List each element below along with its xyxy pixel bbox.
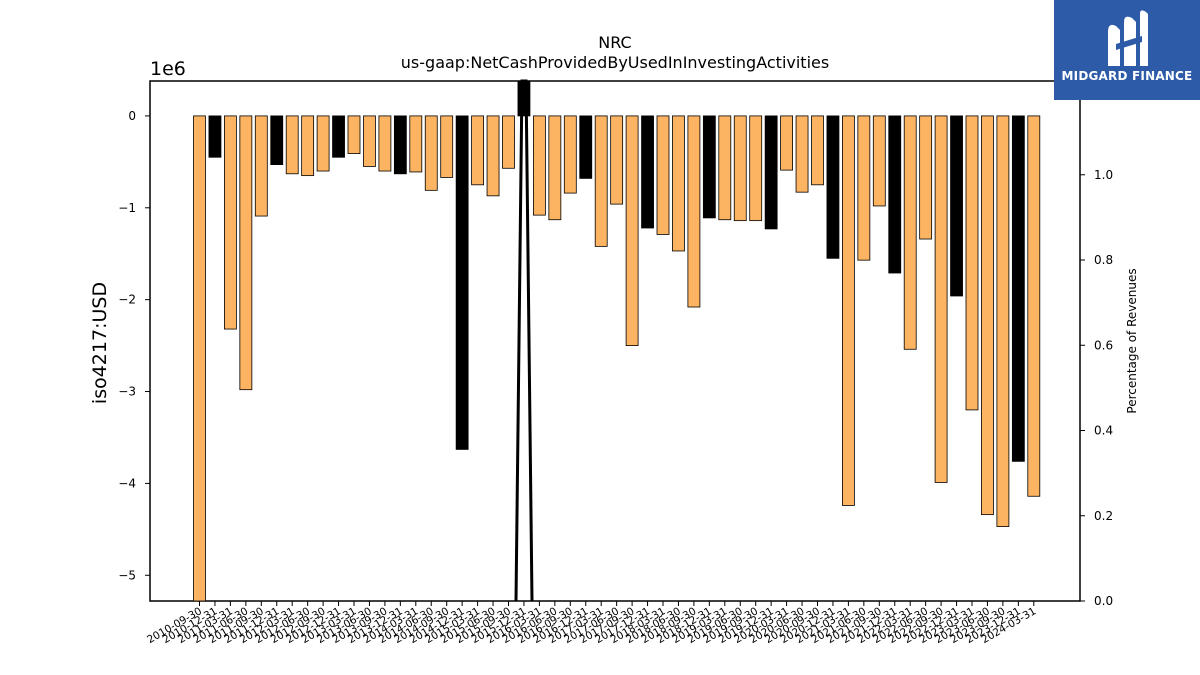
bar-2019-12-31 [764,115,778,230]
bar-2018-09-30 [687,115,701,308]
bar-2013-12-31 [393,115,407,175]
bar-2021-12-31 [888,115,902,274]
bar-2015-12-31 [517,80,531,117]
bar-2018-12-31 [702,115,716,219]
y2-tick-label: 0.4 [1094,424,1113,438]
bar-2023-06-30 [981,115,994,516]
bar-2023-03-31 [965,115,979,411]
y2-tick-label: 0.6 [1094,338,1113,352]
bar-2011-12-31 [270,115,284,166]
spike-line [514,79,534,602]
y2-axis-label: Percentage of Revenues [1125,268,1139,413]
bar-2022-12-31 [950,115,963,297]
y2-tick-label: 0.8 [1094,253,1113,267]
bar-2015-09-30 [502,115,515,169]
bar-2017-12-31 [641,115,654,229]
y2-tick-label: 1.0 [1094,168,1113,182]
bar-2022-03-31 [903,115,917,350]
y-tick-label: 0 [128,109,136,123]
y-tick-label: −2 [118,293,136,307]
y-tick-label: −5 [118,568,136,582]
bar-2016-03-31 [533,115,546,216]
y2-tick-label: 0.0 [1094,594,1113,608]
chart-title: NRC [598,33,631,52]
spike-line-2015-12-31 [514,79,534,602]
bar-2020-12-31 [826,115,840,259]
bar-2017-06-30 [610,115,624,205]
bar-2015-03-31 [471,115,485,186]
bar-2017-03-31 [594,115,608,247]
bar-2011-06-30 [239,115,253,391]
bar-2018-06-30 [672,115,685,252]
bar-2010-09-30 [193,115,206,602]
bars [193,80,1041,602]
bar-2023-09-30 [996,115,1010,527]
bar-2011-09-30 [254,115,268,217]
bar-2014-12-31 [455,115,469,450]
y-tick-label: −3 [118,385,136,399]
bar-2020-06-30 [795,115,809,193]
bar-2012-06-30 [301,115,315,177]
bar-2011-03-31 [223,115,237,330]
bar-2016-12-31 [579,115,593,179]
y-multiplier: 1e6 [150,58,186,80]
brand-name: MIDGARD FINANCE [1061,69,1193,83]
bar-2018-03-31 [656,115,670,235]
midgard-logo-icon [1108,10,1148,67]
y-tick-label: −1 [118,201,136,215]
bar-2013-03-31 [347,115,361,154]
bar-2013-09-30 [378,115,392,172]
bar-2016-09-30 [563,115,577,194]
bar-2019-03-31 [718,115,732,221]
ticks: 0−1−2−3−4−50.00.20.40.60.81.01.22010-09-… [118,83,1113,647]
axes [149,80,1081,602]
bar-2019-09-30 [749,115,763,222]
bar-2021-06-30 [857,115,871,261]
bar-2014-03-31 [409,115,423,173]
y2-tick-label: 0.2 [1094,509,1113,523]
bar-2020-03-31 [780,115,793,171]
bar-2014-06-30 [424,115,438,191]
bar-2023-12-31 [1011,115,1025,462]
chart-subtitle: us-gaap:NetCashProvidedByUsedInInvesting… [401,53,829,72]
bar-2015-06-30 [486,115,500,197]
bar-2013-06-30 [363,115,376,167]
brand-logo: MIDGARD FINANCE [1054,0,1200,100]
bar-2024-03-31 [1027,115,1041,497]
bar-2012-09-30 [316,115,330,172]
bar-2012-03-31 [285,115,299,175]
bar-2017-09-30 [625,115,639,346]
bar-2019-06-30 [733,115,747,222]
bar-2021-03-31 [842,115,855,506]
y-axis-label: iso4217:USD [89,282,111,404]
bar-2012-12-31 [332,115,345,158]
bar-2022-09-30 [934,115,948,483]
bar-2021-09-30 [872,115,886,207]
bar-2010-12-31 [208,115,222,158]
bar-2016-06-30 [548,115,562,221]
y-tick-label: −4 [118,476,136,490]
plot-frame [149,80,1081,602]
bar-2020-09-30 [811,115,824,186]
bar-2022-06-30 [919,115,933,240]
bar-2014-09-30 [440,115,454,178]
